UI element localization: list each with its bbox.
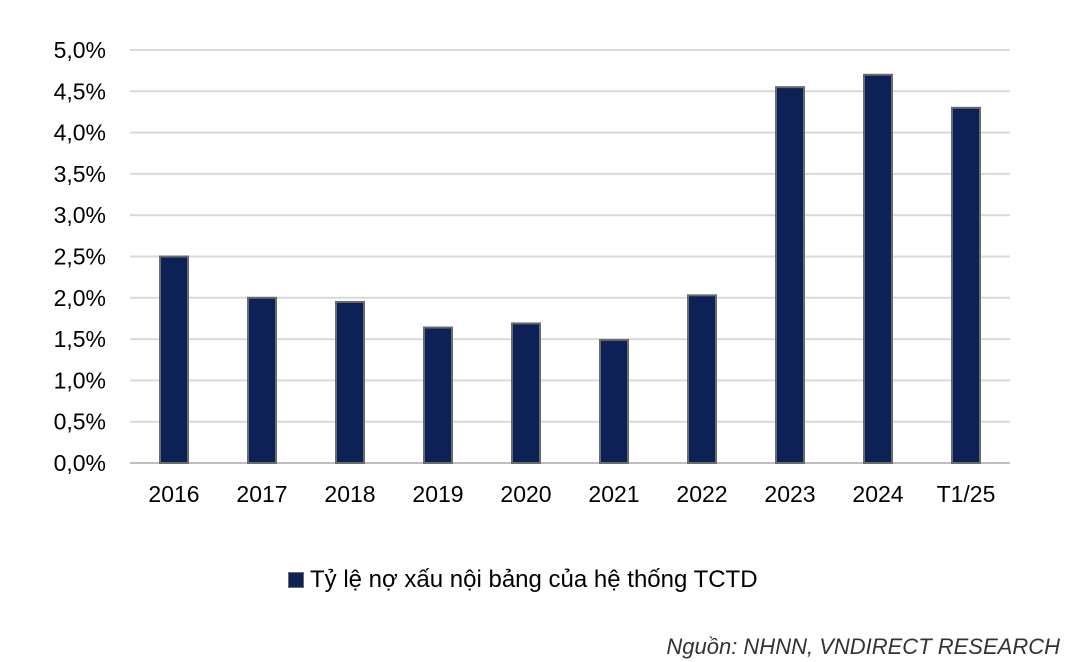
y-tick-label: 5,0% [54, 37, 106, 63]
bar-2023 [775, 86, 805, 464]
bars [159, 73, 981, 465]
y-tick-label: 1,5% [54, 326, 106, 352]
source-note: Nguồn: NHNN, VNDIRECT RESEARCH [666, 634, 1060, 659]
x-tick-label: 2020 [500, 481, 551, 507]
bar-2020 [511, 322, 541, 464]
bar-T125 [951, 106, 981, 464]
legend-swatch [288, 572, 304, 588]
bar-chart: 0,0% 0,5% 1,0% 1,5% 2,0% 2,5% 3,0% 3,5% 4,0% 4,5%… [54, 37, 1010, 507]
y-tick-label: 4,5% [54, 78, 106, 104]
y-tick-label: 3,5% [54, 161, 106, 187]
bar-2021 [599, 338, 629, 464]
bar-2024 [863, 73, 893, 464]
y-tick-label: 0,5% [54, 409, 106, 435]
x-tick-label: 2017 [236, 481, 287, 507]
x-tick-label: 2018 [324, 481, 375, 507]
y-axis-ticks: 0,0% 0,5% 1,0% 1,5% 2,0% 2,5% 3,0% 3,5% 4,0% 4,5%… [54, 37, 106, 476]
y-tick-label: 4,0% [54, 120, 106, 146]
bar-2022 [687, 294, 717, 464]
x-tick-label: 2022 [676, 481, 727, 507]
x-tick-label: 2023 [764, 481, 815, 507]
x-tick-label: 2019 [412, 481, 463, 507]
y-tick-label: 3,0% [54, 202, 106, 228]
x-axis-ticks: 2016 2017 2018 2019 2020 2021 2022 2023 2024 T1/2… [148, 481, 995, 507]
bar-2017 [247, 296, 277, 464]
y-tick-label: 1,0% [54, 367, 106, 393]
x-tick-label: 2021 [588, 481, 639, 507]
x-tick-label: T1/25 [937, 481, 996, 507]
bar-2019 [423, 326, 453, 465]
x-tick-label: 2016 [148, 481, 199, 507]
legend: Tỷ lệ nợ xấu nội bảng của hệ thống TCTD [288, 566, 758, 594]
bar-2018 [335, 300, 365, 464]
bar-2016 [159, 255, 189, 464]
y-tick-label: 0,0% [54, 450, 106, 476]
legend-label: Tỷ lệ nợ xấu nội bảng của hệ thống TCTD [310, 566, 758, 593]
x-tick-label: 2024 [852, 481, 903, 507]
y-tick-label: 2,0% [54, 285, 106, 311]
y-tick-label: 2,5% [54, 244, 106, 270]
